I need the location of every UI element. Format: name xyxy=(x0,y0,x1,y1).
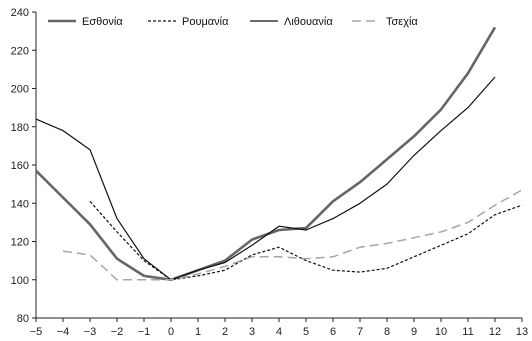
x-tick-label: 9 xyxy=(411,326,417,338)
x-tick-label: −2 xyxy=(111,326,124,338)
y-tick-label: 180 xyxy=(11,122,29,134)
series-line-4 xyxy=(62,189,523,281)
y-tick-label: 140 xyxy=(11,198,29,210)
y-tick-label: 120 xyxy=(11,237,29,249)
y-tick-label: 160 xyxy=(11,160,29,172)
series-line-1 xyxy=(35,26,497,282)
y-tick-label: 100 xyxy=(11,275,29,287)
x-tick-label: 3 xyxy=(249,326,255,338)
x-tick-label: 0 xyxy=(168,326,174,338)
x-tick-label: 2 xyxy=(222,326,228,338)
x-tick-label: 5 xyxy=(303,326,309,338)
x-tick-label: 10 xyxy=(435,326,447,338)
y-tick-label: 200 xyxy=(11,84,29,96)
x-tick-label: 13 xyxy=(516,326,528,338)
x-tick-label: −4 xyxy=(57,326,70,338)
legend-label-3: Λιθουανία xyxy=(284,16,333,28)
x-tick-label: 8 xyxy=(384,326,390,338)
legend-label-4: Τσεχία xyxy=(386,16,418,28)
x-tick-label: 6 xyxy=(330,326,336,338)
legend-label-1: Εσθονία xyxy=(82,16,123,28)
y-tick-label: 80 xyxy=(17,313,29,325)
x-tick-label: 7 xyxy=(357,326,363,338)
axes xyxy=(35,12,522,319)
x-tick-label: 4 xyxy=(276,326,282,338)
x-tick-label: −3 xyxy=(84,326,97,338)
legend-label-2: Ρουμανία xyxy=(182,16,229,28)
x-tick-label: −1 xyxy=(138,326,151,338)
y-tick-label: 220 xyxy=(11,45,29,57)
x-tick-label: 12 xyxy=(489,326,501,338)
x-tick-label: 1 xyxy=(195,326,201,338)
y-ticks: 80 100 120 140 160 180 200 220 240 xyxy=(11,7,36,325)
series-line-3 xyxy=(35,76,496,281)
series-line-2 xyxy=(89,200,523,281)
x-tick-label: −5 xyxy=(30,326,43,338)
y-tick-label: 240 xyxy=(11,7,29,19)
x-tick-label: 11 xyxy=(462,326,473,338)
legend: Εσθονία Ρουμανία Λιθουανία Τσεχία xyxy=(48,16,418,28)
x-ticks: −5 −4 −3 −2 −1 0 1 2 3 4 5 6 7 8 9 10 11 12 13 xyxy=(30,318,528,338)
series-lines xyxy=(35,26,523,282)
